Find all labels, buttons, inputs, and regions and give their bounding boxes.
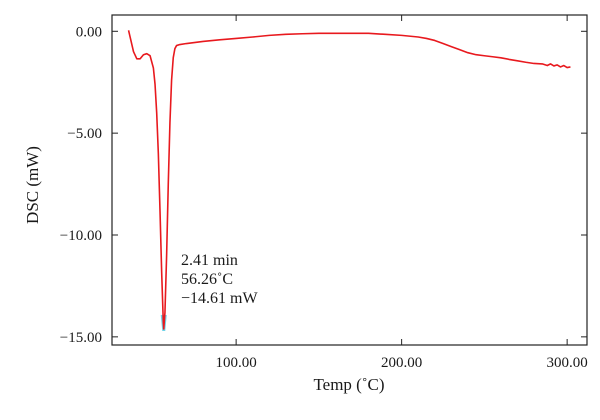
y-tick-label: 0.00 bbox=[76, 24, 102, 40]
y-axis-label: DSC (mW) bbox=[23, 146, 42, 224]
annotation-line-power: −14.61 mW bbox=[181, 290, 258, 307]
x-tick-label: 100.00 bbox=[216, 355, 257, 371]
peak-annotation: 2.41 min 56.26˚C −14.61 mW bbox=[181, 252, 258, 307]
annotation-line-time: 2.41 min bbox=[181, 252, 238, 269]
y-tick-label: −5.00 bbox=[67, 126, 102, 142]
y-tick-label: −10.00 bbox=[60, 228, 102, 244]
annotation-line-temp: 56.26˚C bbox=[181, 271, 233, 288]
y-tick-label: −15.00 bbox=[60, 330, 102, 346]
series-line bbox=[127, 30, 571, 330]
tick-labels: 100.00 200.00 300.00 0.00 −5.00 −10.00 −15.00 bbox=[60, 24, 588, 371]
plot-frame bbox=[111, 14, 588, 346]
x-tick-label: 200.00 bbox=[381, 355, 422, 371]
axis-ticks bbox=[112, 15, 587, 345]
x-tick-label: 300.00 bbox=[547, 355, 588, 371]
x-axis-label: Temp (˚C) bbox=[313, 375, 384, 394]
